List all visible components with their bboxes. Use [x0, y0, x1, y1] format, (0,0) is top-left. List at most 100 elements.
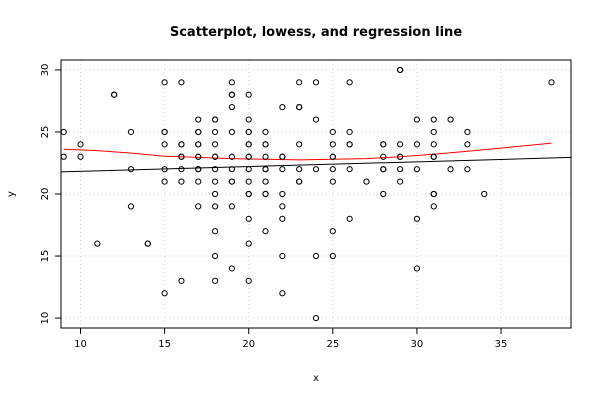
data-point	[262, 178, 269, 185]
data-point	[279, 166, 286, 173]
chart-title: Scatterplot, lowess, and regression line	[170, 25, 462, 40]
data-point	[161, 178, 168, 185]
data-point	[245, 215, 252, 222]
data-point	[296, 79, 303, 86]
data-point	[127, 166, 135, 173]
data-point	[279, 203, 286, 210]
data-point	[245, 240, 252, 247]
data-point	[161, 141, 168, 148]
data-point	[228, 166, 235, 173]
data-point	[161, 166, 168, 173]
data-point	[111, 91, 118, 98]
data-point	[178, 141, 185, 148]
data-point	[430, 128, 437, 136]
data-point	[178, 277, 185, 284]
data-point	[296, 166, 303, 173]
data-point	[312, 252, 320, 260]
data-point	[178, 153, 185, 160]
data-points	[60, 66, 555, 322]
data-point	[60, 153, 67, 160]
data-point	[228, 104, 235, 111]
y-tick-label: 25	[40, 126, 51, 139]
data-point	[279, 252, 286, 260]
data-point	[329, 228, 336, 235]
x-tick-label: 25	[326, 339, 339, 350]
data-point	[211, 203, 219, 210]
data-point	[279, 190, 286, 198]
data-point	[329, 141, 336, 148]
x-tick-label: 20	[242, 339, 255, 350]
data-point	[312, 79, 320, 86]
data-point	[262, 128, 269, 136]
data-point	[430, 116, 437, 123]
data-point	[195, 141, 202, 148]
data-point	[262, 141, 269, 148]
x-tick-label: 15	[158, 339, 171, 350]
data-point	[548, 79, 555, 86]
y-tick-label: 10	[40, 312, 51, 325]
data-point	[245, 128, 252, 136]
data-point	[178, 178, 185, 185]
data-point	[397, 141, 404, 148]
data-point	[380, 153, 387, 160]
data-point	[346, 166, 353, 173]
data-point	[228, 178, 235, 185]
data-point	[279, 215, 286, 222]
data-point	[161, 128, 168, 136]
data-point	[397, 66, 404, 74]
grid	[61, 60, 571, 328]
y-tick-label: 20	[40, 188, 51, 201]
data-point	[195, 128, 202, 136]
data-point	[430, 203, 437, 210]
data-point	[195, 178, 202, 185]
data-point	[296, 104, 303, 111]
data-point	[329, 128, 336, 136]
regression-line	[60, 156, 572, 173]
data-point	[228, 203, 235, 210]
data-point	[363, 178, 370, 185]
data-point	[245, 116, 252, 123]
data-point	[380, 190, 387, 198]
regression-line-layer	[60, 156, 572, 173]
data-point	[312, 116, 320, 123]
x-tick-label: 30	[411, 339, 424, 350]
data-point	[447, 116, 454, 123]
data-point	[195, 116, 202, 123]
data-point	[279, 153, 286, 160]
data-point	[262, 166, 269, 173]
data-point	[296, 141, 303, 148]
lowess-line-layer	[63, 142, 552, 161]
data-point	[380, 166, 387, 173]
y-tick-label: 30	[40, 64, 51, 77]
data-point	[161, 79, 168, 86]
data-point	[195, 166, 202, 173]
data-point	[211, 277, 219, 284]
data-point	[447, 166, 454, 173]
data-point	[195, 153, 202, 160]
data-point	[346, 141, 353, 148]
y-axis-label: y	[6, 191, 17, 197]
data-point	[211, 228, 219, 235]
data-point	[413, 116, 421, 123]
data-point	[279, 290, 286, 297]
x-axis-label: x	[313, 373, 319, 384]
data-point	[413, 215, 421, 222]
data-point	[178, 79, 185, 86]
data-point	[211, 128, 219, 136]
data-point	[329, 153, 336, 160]
data-point	[228, 153, 235, 160]
data-point	[312, 314, 320, 322]
data-point	[464, 166, 471, 173]
data-point	[329, 178, 336, 185]
data-point	[211, 166, 219, 173]
data-point	[346, 215, 353, 222]
data-point	[413, 166, 421, 173]
data-point	[296, 178, 303, 185]
data-point	[77, 141, 84, 148]
data-point	[228, 265, 235, 272]
data-point	[245, 277, 252, 284]
data-point	[77, 153, 84, 160]
y-axis: 10 15 20 25 30	[40, 64, 61, 325]
data-point	[346, 128, 353, 136]
data-point	[245, 190, 252, 198]
